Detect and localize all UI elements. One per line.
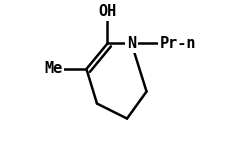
Text: OH: OH — [98, 4, 117, 19]
Text: Me: Me — [44, 62, 63, 76]
Text: N: N — [127, 36, 136, 51]
Text: Pr-n: Pr-n — [160, 36, 196, 51]
